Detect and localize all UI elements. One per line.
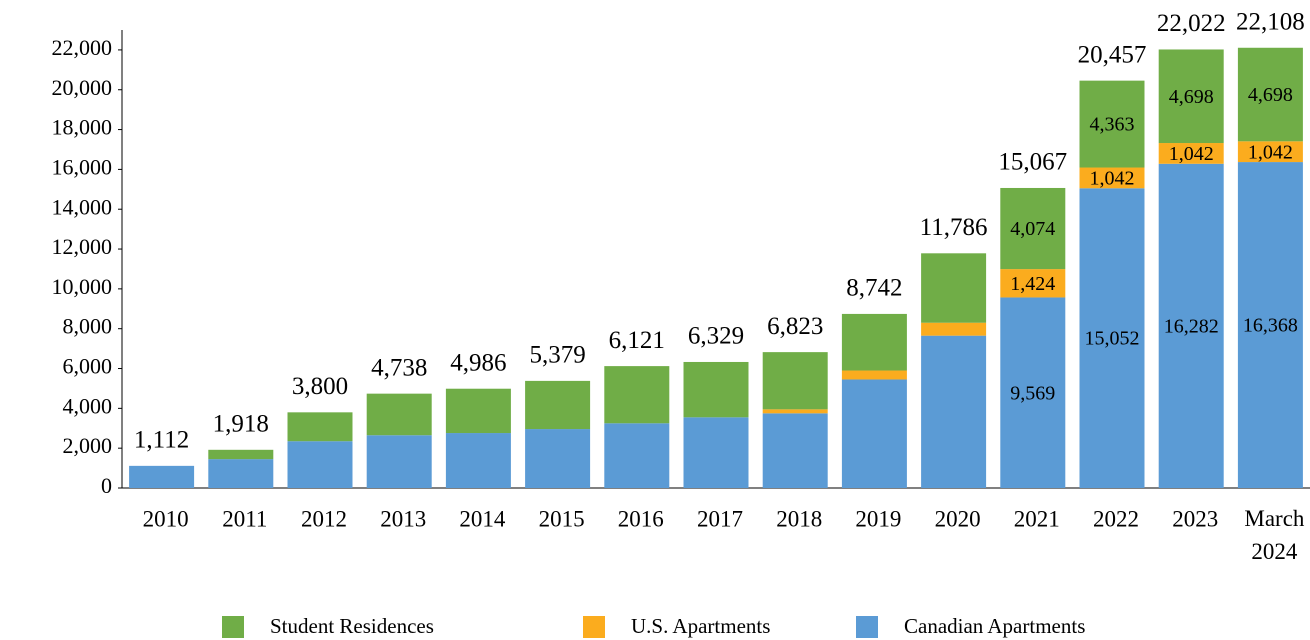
bar-segment <box>1000 187 1066 270</box>
segment-label: 4,698 <box>1169 86 1214 108</box>
bar-segment <box>445 388 511 434</box>
x-tick-label: 2018 <box>776 506 822 531</box>
total-label: 4,738 <box>371 354 427 381</box>
y-tick-label: 16,000 <box>52 154 113 179</box>
segment-label: 4,698 <box>1248 84 1293 106</box>
y-tick-label: 4,000 <box>63 393 113 418</box>
total-label: 11,786 <box>920 214 988 241</box>
segment-label: 15,052 <box>1085 328 1140 350</box>
segment-label: 16,368 <box>1243 315 1298 337</box>
legend-label: Canadian Apartments <box>904 614 1085 638</box>
y-tick-label: 6,000 <box>63 354 113 379</box>
bar-segment <box>1158 143 1224 164</box>
total-label: 1,112 <box>134 427 189 454</box>
bar-segment <box>525 429 591 488</box>
legend-label: U.S. Apartments <box>631 614 770 638</box>
bar-segment <box>604 366 670 424</box>
bar-segment <box>1237 141 1303 163</box>
x-tick-label: 2012 <box>301 506 347 531</box>
segment-label: 4,074 <box>1010 218 1055 240</box>
bar-segment <box>208 449 274 460</box>
legend-label: Student Residences <box>270 614 434 638</box>
total-label: 4,986 <box>450 349 506 376</box>
y-tick-label: 2,000 <box>63 433 113 458</box>
x-tick-label: 2020 <box>935 506 981 531</box>
bar-segment <box>525 380 591 430</box>
bar-segment <box>921 335 987 488</box>
total-label: 6,329 <box>688 323 744 350</box>
bar-segment <box>841 370 907 380</box>
x-tick-label: 2013 <box>380 506 426 531</box>
x-tick-label: 2015 <box>539 506 585 531</box>
x-tick-label: March 2024 <box>1244 506 1305 564</box>
y-tick-label: 20,000 <box>52 75 113 100</box>
y-tick-label: 8,000 <box>63 314 113 339</box>
x-tick-label: 2021 <box>1014 506 1060 531</box>
total-label: 1,918 <box>213 411 269 438</box>
bar-segment <box>1079 188 1145 489</box>
bar-segment <box>445 433 511 488</box>
bar-segment <box>1237 47 1303 142</box>
bar-segment <box>1158 49 1224 144</box>
bar-segment <box>1237 162 1303 489</box>
legend-swatch <box>856 616 878 638</box>
bar-segment <box>762 409 828 414</box>
total-label: 5,379 <box>529 342 585 369</box>
legend-swatch <box>583 616 605 638</box>
bar-segment <box>683 361 749 418</box>
bar-segment <box>1079 80 1145 168</box>
bar-segment <box>287 412 353 442</box>
total-label: 22,108 <box>1236 8 1305 35</box>
total-label: 6,121 <box>609 327 665 354</box>
x-tick-label: 2019 <box>855 506 901 531</box>
x-tick-label: 2022 <box>1093 506 1139 531</box>
y-tick-label: 18,000 <box>52 115 113 140</box>
bar-segment <box>1079 167 1145 189</box>
y-tick-label: 12,000 <box>52 234 113 259</box>
y-tick-label: 10,000 <box>52 274 113 299</box>
total-label: 20,457 <box>1078 41 1147 68</box>
segment-label: 1,424 <box>1010 273 1055 295</box>
x-tick-label: 2010 <box>143 506 189 531</box>
bar-segment <box>129 465 195 488</box>
x-tick-label: 2017 <box>697 506 743 531</box>
total-label: 15,067 <box>998 149 1067 176</box>
bar-segment <box>604 423 670 488</box>
bar-segment <box>366 435 432 488</box>
y-tick-label: 22,000 <box>52 35 113 60</box>
bar-segment <box>208 459 274 488</box>
bar-segment <box>921 253 987 323</box>
x-tick-label: 2016 <box>618 506 664 531</box>
total-label: 22,022 <box>1157 10 1226 37</box>
segment-label: 4,363 <box>1090 114 1135 136</box>
total-label: 3,800 <box>292 373 348 400</box>
segment-label: 1,042 <box>1090 167 1135 189</box>
y-tick-label: 0 <box>101 473 112 498</box>
bar-segment <box>921 322 987 336</box>
segment-label: 16,282 <box>1164 315 1219 337</box>
bar-segment <box>1158 163 1224 489</box>
bar-segment <box>1000 269 1066 298</box>
legend-swatch <box>222 616 244 638</box>
total-label: 6,823 <box>767 313 823 340</box>
bar-segment <box>683 417 749 488</box>
segment-label: 1,042 <box>1248 141 1293 163</box>
bar-segment <box>841 379 907 488</box>
bar-segment <box>1000 297 1066 488</box>
x-tick-label: 2014 <box>459 506 506 531</box>
bar-segment <box>762 413 828 488</box>
y-tick-label: 14,000 <box>52 194 113 219</box>
segment-label: 9,569 <box>1010 382 1055 404</box>
x-tick-label: 2011 <box>222 506 267 531</box>
bar-segment <box>287 441 353 488</box>
bar-segment <box>762 352 828 410</box>
total-label: 8,742 <box>846 275 902 302</box>
x-tick-label: 2023 <box>1172 506 1218 531</box>
segment-label: 1,042 <box>1169 143 1214 165</box>
bar-segment <box>841 313 907 371</box>
bar-segment <box>366 393 432 436</box>
